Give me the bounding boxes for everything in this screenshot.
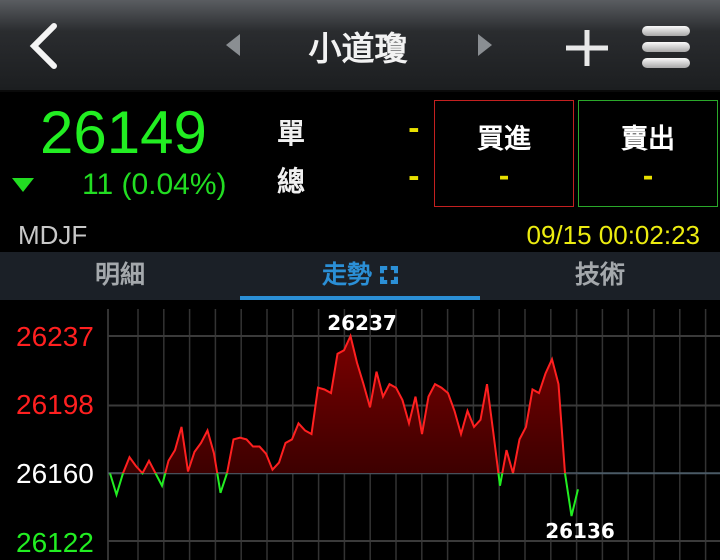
low-label: 26136 [545, 519, 615, 543]
single-label: 單 [277, 117, 306, 150]
high-label: 26237 [327, 311, 397, 335]
symbol-code: MDJF [18, 220, 88, 250]
total-label: 總 [277, 165, 306, 198]
sell-value: - [642, 162, 654, 192]
tab-trend[interactable]: 走勢 [240, 252, 480, 300]
single-value: - [408, 112, 420, 145]
tab-technical[interactable]: 技術 [480, 252, 720, 300]
tab-details[interactable]: 明細 [0, 252, 240, 300]
total-value: - [408, 160, 420, 193]
buy-button[interactable]: 買進 - [434, 100, 574, 207]
price-line-down [109, 473, 579, 517]
last-price: 26149 [40, 99, 207, 166]
price-change: 11 (0.04%) [82, 168, 227, 201]
buy-value: - [498, 162, 510, 192]
down-arrow-icon [12, 178, 34, 192]
page-title: 小道瓊 [308, 29, 408, 68]
top-bar: 小道瓊 [0, 0, 720, 92]
plus-icon[interactable] [564, 28, 610, 68]
y-tick-label: 26122 [16, 527, 94, 558]
hamburger-icon[interactable] [642, 26, 690, 70]
y-tick-label: 26160 [16, 458, 94, 489]
y-tick-label: 26198 [16, 389, 94, 420]
tab-label: 明細 [94, 260, 145, 289]
triangle-right-icon[interactable] [478, 34, 492, 56]
quote-datetime: 09/15 00:02:23 [526, 220, 701, 250]
area-fill [110, 336, 578, 474]
sell-label: 賣出 [621, 124, 675, 155]
tab-label: 技術 [574, 260, 625, 289]
chevron-left-icon[interactable] [26, 22, 66, 70]
intraday-chart: 26237 26198 26160 26122 26237 26136 [16, 309, 720, 560]
tab-label: 走勢 [321, 260, 372, 289]
y-tick-label: 26237 [16, 321, 94, 352]
tab-bar: 明細 走勢 技術 [0, 252, 720, 300]
sell-button[interactable]: 賣出 - [578, 100, 718, 207]
triangle-left-icon[interactable] [226, 34, 240, 56]
price-line-up [110, 332, 567, 474]
expand-icon[interactable] [380, 266, 398, 284]
buy-label: 買進 [477, 124, 531, 155]
